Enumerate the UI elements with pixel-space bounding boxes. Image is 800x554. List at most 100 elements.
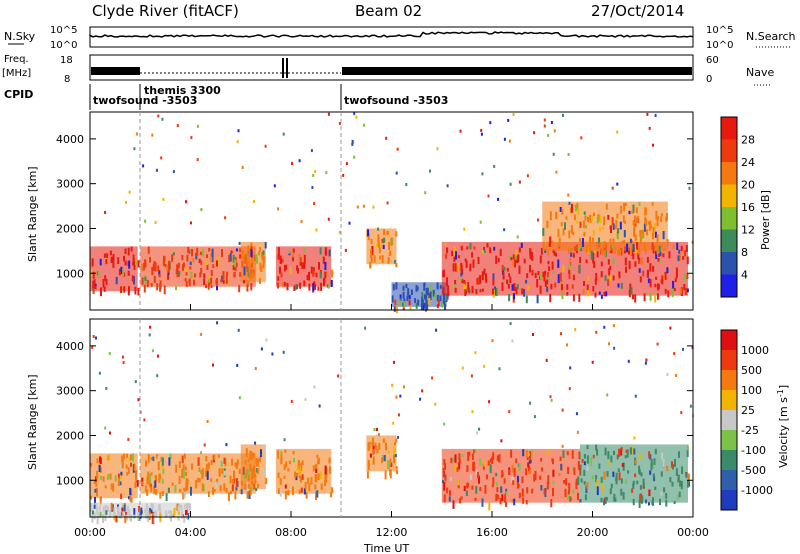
echo-cell xyxy=(167,487,170,493)
echo-cell xyxy=(592,256,595,264)
echo-cell xyxy=(557,274,560,284)
echo-cell xyxy=(620,282,623,289)
echo-cell xyxy=(234,263,237,271)
echo-cell xyxy=(301,262,304,269)
echo-cell xyxy=(569,207,572,214)
echo-cell xyxy=(136,480,139,487)
echo-speckle xyxy=(162,197,165,201)
echo-speckle xyxy=(611,186,614,190)
echo-cell xyxy=(656,218,659,227)
echo-speckle xyxy=(139,410,142,414)
echo-cell xyxy=(319,270,322,279)
echo-cell xyxy=(122,453,125,460)
echo-cell xyxy=(548,242,551,247)
echo-cell xyxy=(544,270,547,276)
echo-cell xyxy=(127,247,130,256)
echo-cell xyxy=(567,492,570,500)
echo-cell xyxy=(585,244,588,253)
echo-cell xyxy=(244,473,247,478)
echo-cell xyxy=(543,241,545,251)
echo-cell xyxy=(184,466,187,471)
echo-cell xyxy=(178,503,181,508)
echo-cell xyxy=(644,207,647,216)
echo-cell xyxy=(243,280,245,284)
colorbar-tick-label: -100 xyxy=(741,444,766,457)
colorbar-tick-label: 8 xyxy=(741,246,748,259)
echo-cell xyxy=(642,230,645,238)
echo-cell xyxy=(117,257,120,264)
echo-cell xyxy=(648,451,651,459)
echo-cell xyxy=(432,289,435,297)
echo-cell xyxy=(475,469,478,475)
colorbar-swatch xyxy=(721,117,737,140)
echo-cell xyxy=(501,282,504,291)
echo-cell xyxy=(173,507,176,515)
echo-cell xyxy=(229,475,232,484)
echo-speckle xyxy=(310,149,313,153)
echo-cell xyxy=(210,253,213,262)
echo-cell xyxy=(606,471,609,477)
echo-cell xyxy=(555,211,558,220)
echo-cell xyxy=(320,471,323,479)
echo-cell xyxy=(589,214,591,220)
echo-cell xyxy=(366,471,369,479)
echo-speckle xyxy=(526,174,529,178)
echo-cell xyxy=(608,460,611,466)
echo-cell xyxy=(508,469,511,474)
echo-cell xyxy=(114,475,117,482)
echo-cell xyxy=(171,254,174,262)
echo-speckle xyxy=(612,324,615,328)
echo-speckle xyxy=(337,374,339,378)
echo-cell xyxy=(277,450,280,459)
freq-gap-mark xyxy=(282,58,284,78)
echo-cell xyxy=(675,468,678,476)
echo-speckle xyxy=(282,350,285,354)
echo-cell xyxy=(650,458,653,467)
echo-speckle xyxy=(674,374,677,377)
echo-cell xyxy=(633,448,636,455)
echo-cell xyxy=(112,260,115,268)
echo-cell xyxy=(659,251,662,257)
echo-cell xyxy=(658,258,661,264)
echo-cell xyxy=(147,510,149,517)
echo-cell xyxy=(163,285,166,295)
echo-cell xyxy=(310,477,313,485)
echo-cell xyxy=(405,283,408,289)
echo-cell xyxy=(446,487,449,494)
echo-cell xyxy=(558,237,561,247)
echo-speckle xyxy=(362,123,365,127)
colorbar-tick-label: 25 xyxy=(741,404,755,417)
echo-cell xyxy=(190,271,193,279)
echo-speckle xyxy=(434,402,437,406)
echo-speckle xyxy=(312,173,315,177)
echo-cell xyxy=(115,276,118,285)
echo-cell xyxy=(534,473,537,481)
echo-speckle xyxy=(399,394,402,398)
echo-cell xyxy=(436,295,439,302)
echo-cell xyxy=(134,482,137,489)
echo-cell xyxy=(541,467,544,472)
echo-cell xyxy=(449,490,451,496)
echo-cell xyxy=(443,494,446,503)
echo-cell xyxy=(92,271,95,279)
echo-cell xyxy=(567,247,570,254)
echo-cell xyxy=(547,260,550,265)
echo-cell xyxy=(308,271,310,281)
echo-speckle xyxy=(172,170,175,174)
echo-cell xyxy=(117,509,119,516)
echo-cell xyxy=(213,488,216,493)
echo-speckle xyxy=(549,395,552,399)
echo-cell xyxy=(471,485,474,490)
echo-cell xyxy=(496,487,499,493)
echo-cell xyxy=(182,492,185,500)
echo-cell xyxy=(455,251,457,260)
echo-cell xyxy=(262,444,265,452)
echo-cell xyxy=(551,261,554,270)
echo-speckle xyxy=(575,412,578,416)
echo-cell xyxy=(219,485,222,492)
echo-cell xyxy=(677,474,680,483)
echo-speckle xyxy=(373,428,376,431)
echo-cell xyxy=(518,247,521,253)
echo-cell xyxy=(371,246,374,255)
echo-cell xyxy=(580,246,582,252)
